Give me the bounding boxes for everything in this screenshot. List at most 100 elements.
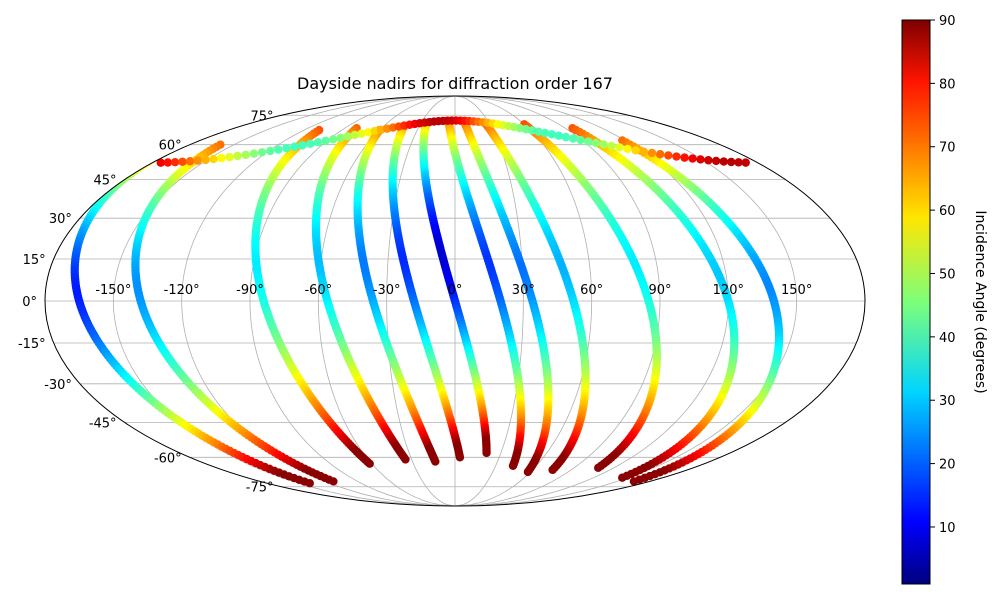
longitude-label: 30° xyxy=(512,283,535,298)
track-point xyxy=(305,479,314,488)
latitude-label: 0° xyxy=(22,295,37,310)
latitude-label: 15° xyxy=(23,253,46,268)
colorbar-tick-label: 60 xyxy=(939,204,956,219)
band-point xyxy=(328,135,338,144)
track-point xyxy=(482,448,491,458)
band-point xyxy=(540,128,550,138)
band-point xyxy=(233,151,242,161)
band-point xyxy=(639,147,649,156)
latitude-label: -45° xyxy=(89,416,117,431)
band-point xyxy=(249,149,259,158)
longitude-label: -150° xyxy=(95,283,131,298)
band-point xyxy=(156,158,165,167)
band-point xyxy=(350,130,359,140)
scatter-points xyxy=(70,116,784,488)
latitude-label: -60° xyxy=(154,451,182,466)
band-point xyxy=(306,139,315,148)
band-point xyxy=(364,128,373,137)
colorbar-tick-label: 20 xyxy=(939,458,956,473)
meridian-line xyxy=(249,95,456,507)
band-point xyxy=(568,134,578,143)
colorbar-label: Incidence Angle (degrees) xyxy=(972,210,988,393)
colorbar-tick-label: 90 xyxy=(939,14,956,29)
band-point xyxy=(599,140,608,149)
band-point xyxy=(607,141,616,151)
latitude-label: -30° xyxy=(44,378,72,393)
longitude-label: -30° xyxy=(373,283,401,298)
band-point xyxy=(241,150,250,160)
band-point xyxy=(201,155,210,165)
band-point xyxy=(547,130,556,139)
band-point xyxy=(193,156,202,165)
band-point xyxy=(185,157,195,166)
track-point xyxy=(508,461,518,470)
colorbar-tick-label: 70 xyxy=(939,141,956,156)
band-point xyxy=(298,141,307,150)
map-boundary xyxy=(44,95,866,507)
band-point xyxy=(217,153,226,163)
band-point xyxy=(696,155,705,164)
meridian-line xyxy=(386,95,456,507)
band-point xyxy=(290,142,299,151)
band-point xyxy=(711,156,721,166)
track-point xyxy=(431,457,440,466)
longitude-label: -120° xyxy=(164,283,200,298)
colorbar-gradient xyxy=(901,19,931,585)
latitude-tick-labels: 75° 60° 45° 30° 15° 0° -15° -30° -45° -60° -75° xyxy=(18,109,274,495)
longitude-label: 120° xyxy=(713,283,744,298)
band-point xyxy=(209,154,218,164)
band-point xyxy=(719,157,728,166)
band-point xyxy=(178,157,187,166)
band-point xyxy=(741,158,750,167)
band-point xyxy=(615,143,624,152)
band-point xyxy=(257,148,267,157)
band-point xyxy=(734,158,743,167)
longitude-label: 150° xyxy=(781,283,812,298)
band-point xyxy=(534,127,543,136)
longitude-label: 60° xyxy=(580,283,603,298)
band-point xyxy=(623,144,632,154)
band-point xyxy=(336,133,345,143)
band-point xyxy=(554,131,563,140)
latitude-label: 60° xyxy=(159,139,182,154)
colorbar-ticks: 10 20 30 40 50 60 70 80 90 xyxy=(930,14,956,536)
band-point xyxy=(527,126,537,135)
band-point xyxy=(591,138,601,148)
band-point xyxy=(727,157,736,167)
band-point xyxy=(561,132,571,142)
band-point xyxy=(680,153,689,162)
band-point xyxy=(370,126,379,136)
band-point xyxy=(321,136,330,145)
band-point xyxy=(704,156,713,165)
band-point xyxy=(313,138,323,147)
band-point xyxy=(672,152,681,161)
band-point xyxy=(282,143,291,153)
colorbar-tick-label: 40 xyxy=(939,331,956,346)
band-point xyxy=(274,145,283,154)
band-point xyxy=(170,157,180,167)
latitude-label: -15° xyxy=(18,337,46,352)
track-point xyxy=(329,477,338,486)
band-point xyxy=(357,129,366,138)
longitude-label: 0° xyxy=(448,283,463,298)
band-point xyxy=(655,150,665,159)
track-point xyxy=(594,463,603,473)
longitude-label: -60° xyxy=(304,283,332,298)
band-point xyxy=(664,151,673,160)
track-point xyxy=(365,459,374,468)
colorbar-tick-label: 10 xyxy=(939,521,956,536)
longitude-label: -90° xyxy=(236,283,264,298)
track-point xyxy=(548,465,557,475)
band-point xyxy=(631,146,640,155)
latitude-label: 75° xyxy=(250,109,273,124)
chart-title: Dayside nadirs for diffraction order 167 xyxy=(297,74,613,93)
colorbar-tick-label: 30 xyxy=(939,394,956,409)
colorbar-tick-label: 80 xyxy=(939,77,956,92)
track-point xyxy=(523,467,533,477)
band-point xyxy=(343,132,352,141)
meridian-line xyxy=(454,95,798,507)
band-point xyxy=(688,154,697,163)
graticule xyxy=(45,95,865,507)
